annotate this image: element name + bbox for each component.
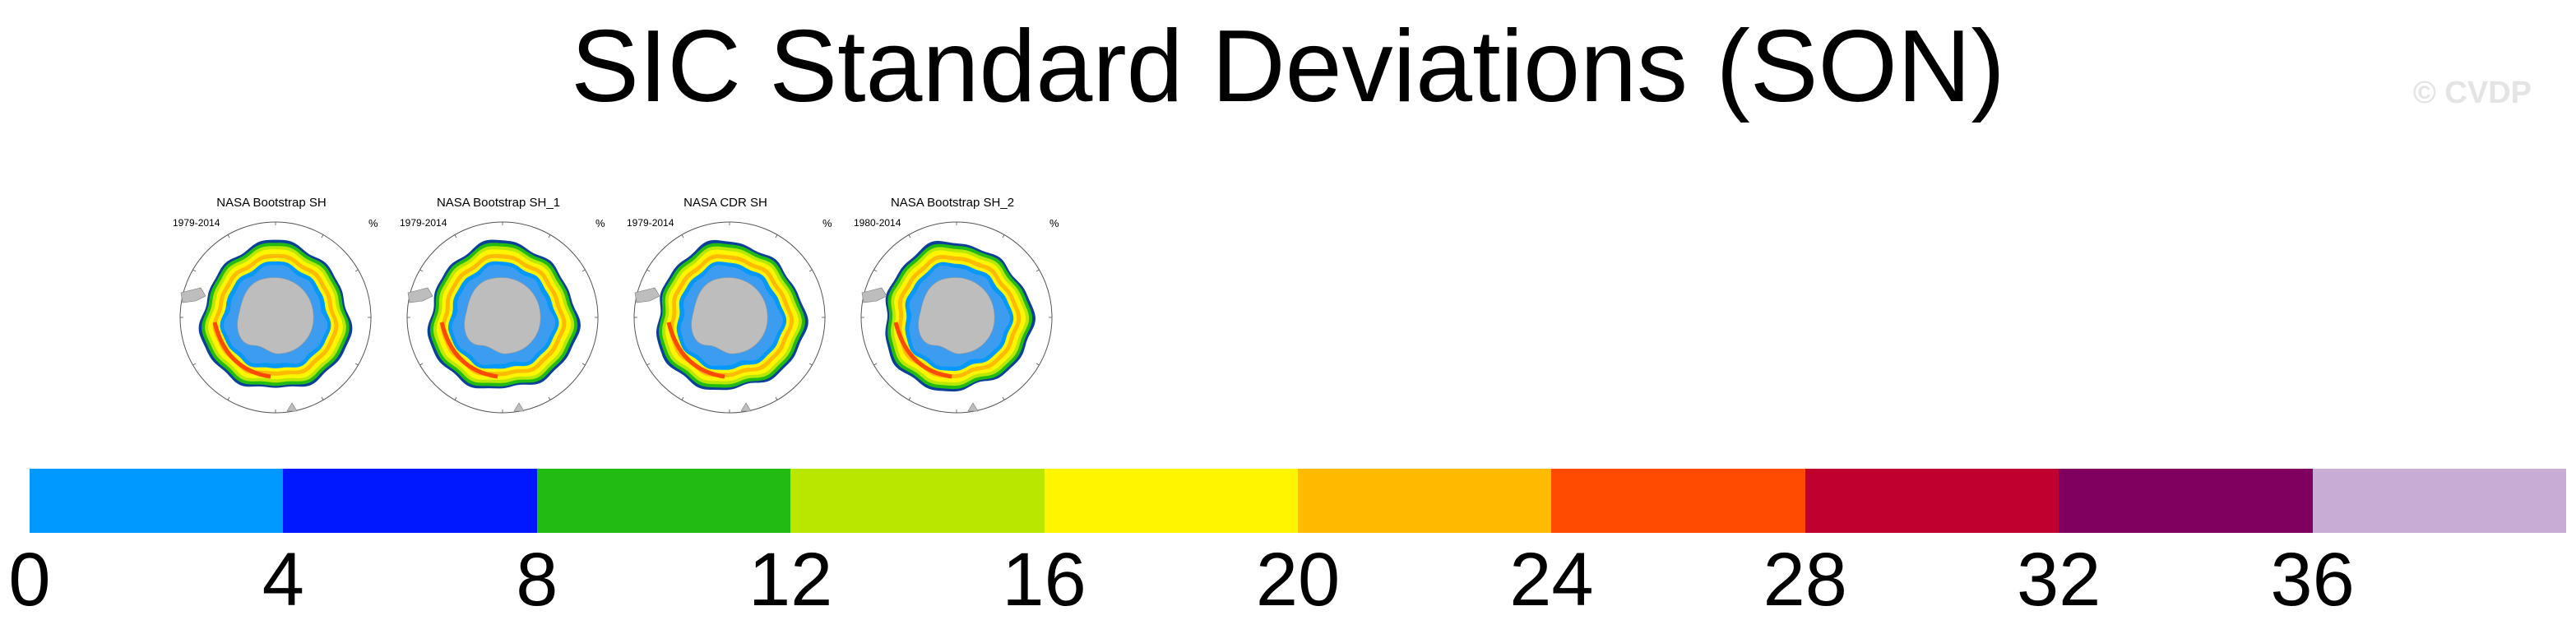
longitude-tick <box>548 234 551 238</box>
south-america-landmass <box>861 287 887 303</box>
longitude-tick <box>873 269 878 272</box>
colorbar-segment <box>790 469 1045 533</box>
high-variability-band <box>893 322 952 379</box>
longitude-tick <box>581 363 586 366</box>
colorbar-tick-label: 36 <box>2270 538 2355 622</box>
longitude-tick <box>354 363 359 366</box>
longitude-tick <box>581 269 586 272</box>
colorbar-tick-label: 12 <box>748 538 833 622</box>
colorbar-segment <box>536 469 791 533</box>
longitude-tick <box>354 269 359 272</box>
panel-title: NASA Bootstrap SH_2 <box>890 196 1015 210</box>
longitude-tick <box>192 363 197 366</box>
longitude-tick <box>908 234 911 238</box>
longitude-tick <box>908 396 911 400</box>
antarctica-landmass <box>464 277 541 354</box>
longitude-tick <box>454 396 457 400</box>
polar-map <box>179 221 372 414</box>
longitude-tick <box>419 363 424 366</box>
colorbar-tick-label: 32 <box>2017 538 2101 622</box>
page-title: SIC Standard Deviations (SON) <box>571 10 2005 123</box>
longitude-tick <box>227 396 230 400</box>
antarctica-landmass <box>918 277 995 354</box>
longitude-tick <box>873 363 878 366</box>
longitude-tick <box>321 396 324 400</box>
panel-title: NASA Bootstrap SH_1 <box>436 196 561 210</box>
small-landmass <box>513 402 525 412</box>
colorbar-tick-label: 4 <box>262 538 304 622</box>
colorbar-segment <box>30 469 284 533</box>
high-variability-band <box>212 322 271 379</box>
longitude-tick <box>419 269 424 272</box>
longitude-tick <box>454 234 457 238</box>
polar-map <box>860 221 1053 414</box>
colorbar-tick-label: 0 <box>8 538 51 622</box>
colorbar-segment <box>2059 469 2313 533</box>
longitude-tick <box>775 234 778 238</box>
longitude-tick <box>681 234 684 238</box>
small-landmass <box>740 402 752 412</box>
panel-title: NASA CDR SH <box>683 196 767 210</box>
longitude-tick <box>808 363 813 366</box>
high-variability-band <box>666 322 725 379</box>
longitude-tick <box>775 396 778 400</box>
colorbar-segment <box>1044 469 1299 533</box>
longitude-tick <box>321 234 324 238</box>
panel-title: NASA Bootstrap SH <box>216 196 327 210</box>
colorbar-segment <box>1551 469 1805 533</box>
antarctica-landmass <box>691 277 768 354</box>
longitude-tick <box>681 396 684 400</box>
colorbar-tick-label: 24 <box>1509 538 1594 622</box>
antarctica-landmass <box>237 277 314 354</box>
small-landmass <box>286 402 298 412</box>
longitude-tick <box>548 396 551 400</box>
polar-map <box>406 221 599 414</box>
colorbar-tick-label: 16 <box>1002 538 1086 622</box>
colorbar <box>30 469 2567 533</box>
colorbar-tick-label: 28 <box>1763 538 1847 622</box>
panel-years: 1979-2014 <box>627 217 674 229</box>
small-landmass <box>967 402 979 412</box>
panel-unit: % <box>1049 217 1059 229</box>
south-america-landmass <box>634 287 660 303</box>
longitude-tick <box>1002 396 1005 400</box>
colorbar-segment <box>1805 469 2059 533</box>
polar-map <box>633 221 826 414</box>
panel-unit: % <box>368 217 378 229</box>
colorbar-ticks: 0 4 8 12 16 20 24 28 32 36 <box>0 535 2576 625</box>
colorbar-segment <box>1298 469 1552 533</box>
colorbar-segment <box>283 469 537 533</box>
map-panel: NASA Bootstrap SH_1 1979-2014% <box>400 191 627 429</box>
longitude-tick <box>192 269 197 272</box>
panel-years: 1979-2014 <box>400 217 447 229</box>
longitude-tick <box>646 363 651 366</box>
longitude-tick <box>227 234 230 238</box>
colorbar-segment <box>2312 469 2567 533</box>
south-america-landmass <box>180 287 206 303</box>
panel-unit: % <box>595 217 605 229</box>
watermark: © CVDP <box>2412 76 2532 110</box>
longitude-tick <box>646 269 651 272</box>
high-variability-band <box>439 322 498 379</box>
longitude-tick <box>1035 363 1040 366</box>
longitude-tick <box>1002 234 1005 238</box>
colorbar-tick-label: 20 <box>1255 538 1341 622</box>
south-america-landmass <box>407 287 433 303</box>
colorbar-tick-label: 8 <box>516 538 558 622</box>
map-panel: NASA Bootstrap SH 1979-2014% <box>173 191 400 429</box>
panel-unit: % <box>822 217 832 229</box>
longitude-tick <box>808 269 813 272</box>
map-panel: NASA Bootstrap SH_2 1980-2014% <box>854 191 1081 429</box>
longitude-tick <box>1035 269 1040 272</box>
panel-years: 1980-2014 <box>854 217 901 229</box>
panel-years: 1979-2014 <box>173 217 220 229</box>
map-panel: NASA CDR SH 1979-2014% <box>627 191 854 429</box>
